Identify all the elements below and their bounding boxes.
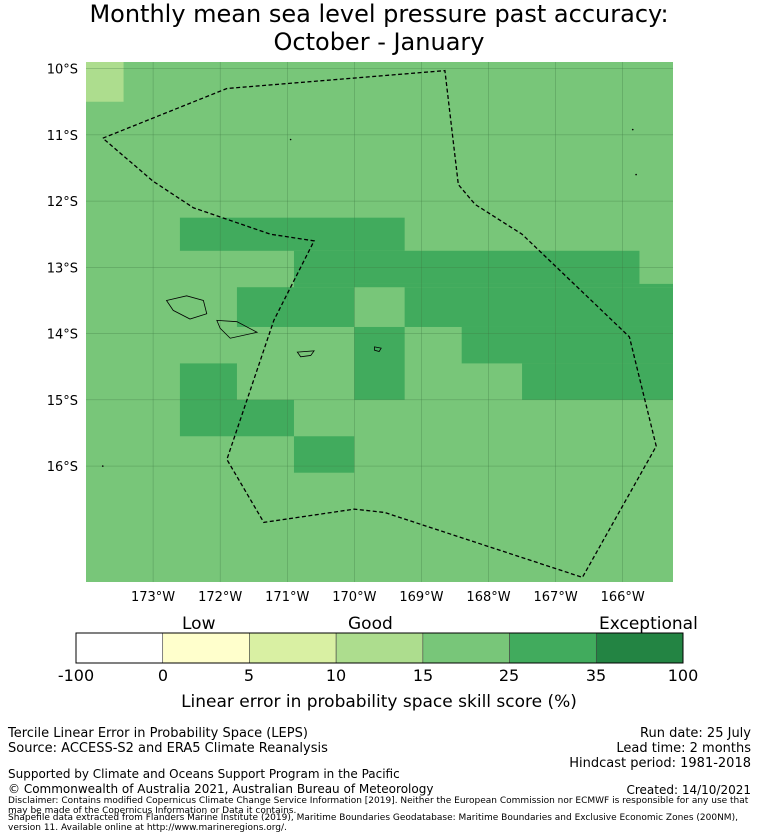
skill-cell	[354, 326, 405, 400]
skill-cell	[522, 363, 673, 400]
colorbar-tick-label: 5	[243, 666, 255, 685]
latitude-tick-label: 12°S	[47, 195, 78, 210]
island-coastline	[165, 295, 208, 320]
map-title-line-1: Monthly mean sea level pressure past acc…	[89, 0, 669, 28]
latitude-tick-label: 13°S	[47, 261, 78, 276]
footer-hindcast-period: Hindcast period: 1981-2018	[569, 756, 751, 771]
longitude-tick-label: 170°W	[332, 590, 376, 605]
island-coastline	[216, 319, 259, 339]
skill-cell	[236, 287, 355, 327]
footer-shapefile-credit: Shapefile data extracted from Flanders M…	[8, 813, 738, 833]
skill-cell	[404, 287, 673, 327]
colorbar-segment	[249, 632, 337, 664]
atoll-marker	[635, 173, 637, 176]
atoll-marker	[101, 465, 104, 467]
colorbar-segment	[509, 632, 597, 664]
colorbar-tick-label: 10	[325, 666, 347, 685]
skill-cell	[293, 283, 673, 288]
longitude-tick-label: 171°W	[265, 590, 309, 605]
latitude-tick-label: 14°S	[47, 328, 78, 343]
longitude-tick-label: 168°W	[466, 590, 510, 605]
colorbar-segment	[75, 632, 164, 664]
colorbar-outline	[75, 632, 684, 664]
skill-cell	[179, 217, 405, 251]
latitude-tick-label: 10°S	[47, 63, 78, 78]
colorbar-segment	[335, 632, 424, 664]
footer-method: Tercile Linear Error in Probability Spac…	[8, 726, 308, 741]
longitude-tick-label: 173°W	[131, 590, 175, 605]
footer-lead-time: Lead time: 2 months	[616, 741, 751, 756]
longitude-tick-label: 172°W	[198, 590, 242, 605]
atoll-marker	[631, 128, 634, 131]
island-coastline	[374, 346, 382, 352]
colorbar-tick-label: -100	[57, 666, 95, 685]
skill-cell	[293, 436, 355, 473]
colorbar-category-good: Good	[348, 614, 393, 634]
colorbar-category-exceptional: Exceptional	[599, 614, 698, 634]
skill-cell	[86, 62, 124, 102]
footer-source: Source: ACCESS-S2 and ERA5 Climate Reana…	[8, 741, 328, 756]
island-coastline	[296, 350, 315, 358]
longitude-tick-label: 167°W	[534, 590, 578, 605]
colorbar-segment	[162, 632, 250, 664]
colorbar-segment	[422, 632, 510, 664]
colorbar	[75, 632, 684, 664]
colorbar-tick-label: 15	[412, 666, 434, 685]
map-title-line-2: October - January	[273, 28, 485, 56]
footer-run-date: Run date: 25 July	[640, 726, 751, 741]
colorbar-tick-label: 0	[157, 666, 169, 685]
skill-cell	[461, 326, 673, 364]
atoll-marker	[289, 138, 292, 141]
map-panel: 10°S 11°S 12°S 13°S 14°S 15°S 16°S 173°W 172°W 17…	[47, 62, 673, 605]
footer-copyright: © Commonwealth of Australia 2021, Austra…	[8, 782, 434, 796]
colorbar-tick-label: 100	[667, 666, 699, 685]
footer-disclaimer: Disclaimer: Contains modified Copernicus…	[8, 796, 749, 816]
footer-support: Supported by Climate and Oceans Support …	[8, 767, 400, 781]
latitude-tick-label: 11°S	[47, 129, 78, 144]
colorbar-tick-label: 25	[498, 666, 520, 685]
longitude-tick-label: 169°W	[399, 590, 443, 605]
colorbar-title: Linear error in probability space skill …	[181, 692, 577, 712]
latitude-tick-label: 16°S	[47, 460, 78, 475]
skill-cell	[179, 363, 237, 400]
colorbar-category-low: Low	[182, 614, 216, 634]
longitude-tick-label: 166°W	[601, 590, 645, 605]
colorbar-segment	[595, 632, 684, 664]
colorbar-tick-label: 35	[585, 666, 607, 685]
latitude-tick-label: 15°S	[47, 394, 78, 409]
footer-created: Created: 14/10/2021	[626, 783, 751, 797]
